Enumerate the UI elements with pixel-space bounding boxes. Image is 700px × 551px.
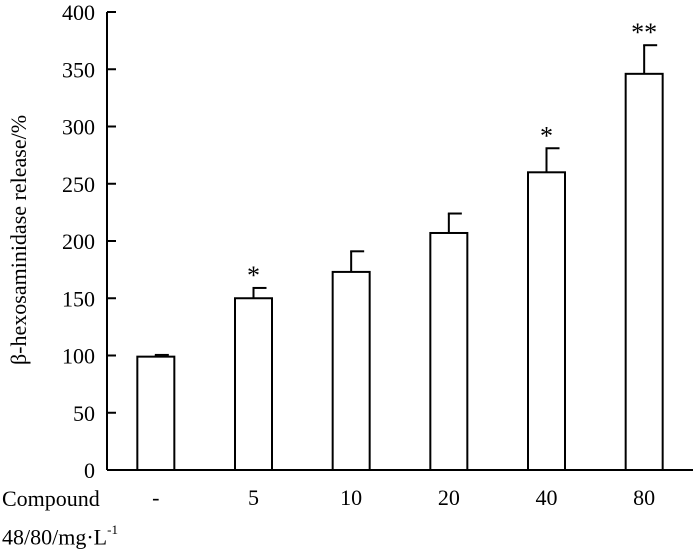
significance-label: * [540,121,553,150]
x-ticks: - 5 10 20 40 80 [152,485,655,510]
bar [527,171,566,472]
bar [136,355,176,471]
significance-label: ** [631,18,657,47]
x-tick-label: 10 [340,485,362,510]
y-tick-label: 100 [62,344,95,369]
y-ticks: 0 50 100 150 200 250 300 350 400 [62,0,116,483]
y-tick-label: 250 [62,172,95,197]
y-tick-label: 0 [84,458,95,483]
y-tick-label: 350 [62,57,95,82]
x-axis-title-line1: Compound [2,486,100,511]
y-tick-label: 300 [62,115,95,140]
y-tick-label: 150 [62,286,95,311]
x-axis-title-exponent: -1 [107,522,118,537]
x-tick-label: 40 [536,485,558,510]
bar [331,270,371,472]
x-tick-label: 20 [438,485,460,510]
x-tick-label: - [152,485,159,510]
significance-label: * [247,261,260,290]
bar [429,231,469,471]
bar [624,72,664,472]
y-tick-label: 400 [62,0,95,25]
x-tick-label: 5 [248,485,259,510]
axes [106,12,693,471]
y-tick-label: 50 [73,401,95,426]
x-axis-title-unit: 48/80/mg·L [2,524,108,550]
x-axis-title-line2: 48/80/mg·L-1 [2,521,118,548]
bars: **** [136,18,664,472]
y-tick-label: 200 [62,229,95,254]
y-axis-title: β-hexosaminidase release/% [6,115,31,365]
bar [234,297,273,471]
x-tick-label: 80 [633,485,655,510]
